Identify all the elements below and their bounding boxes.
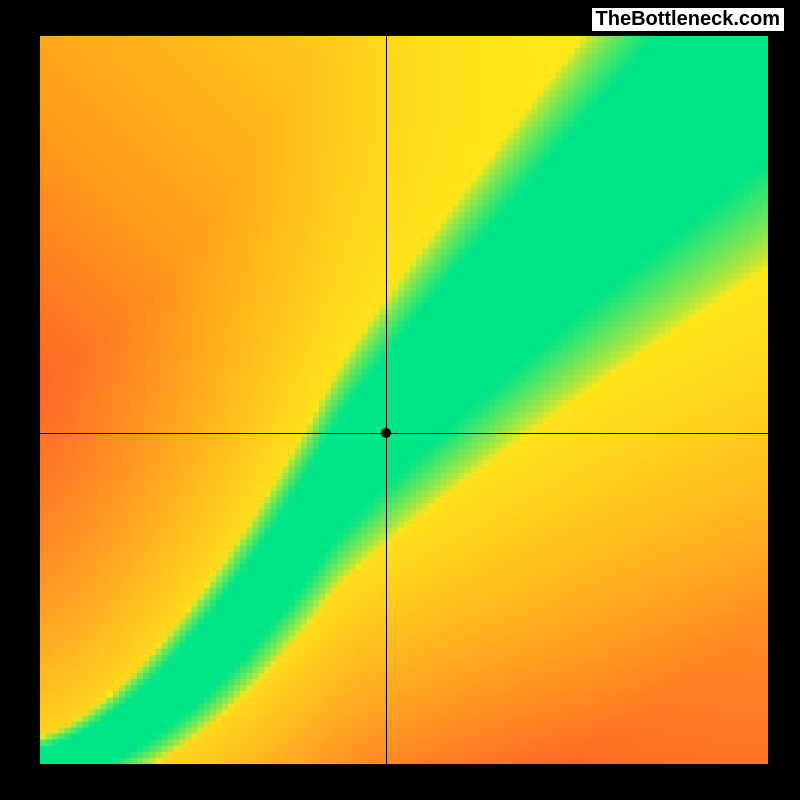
selection-marker[interactable] [381,428,391,438]
plot-area [40,36,768,764]
chart-container: TheBottleneck.com [0,0,800,800]
watermark-label: TheBottleneck.com [592,8,784,31]
crosshair-vertical [386,36,387,764]
bottleneck-heatmap [40,36,768,764]
crosshair-horizontal [40,433,768,434]
